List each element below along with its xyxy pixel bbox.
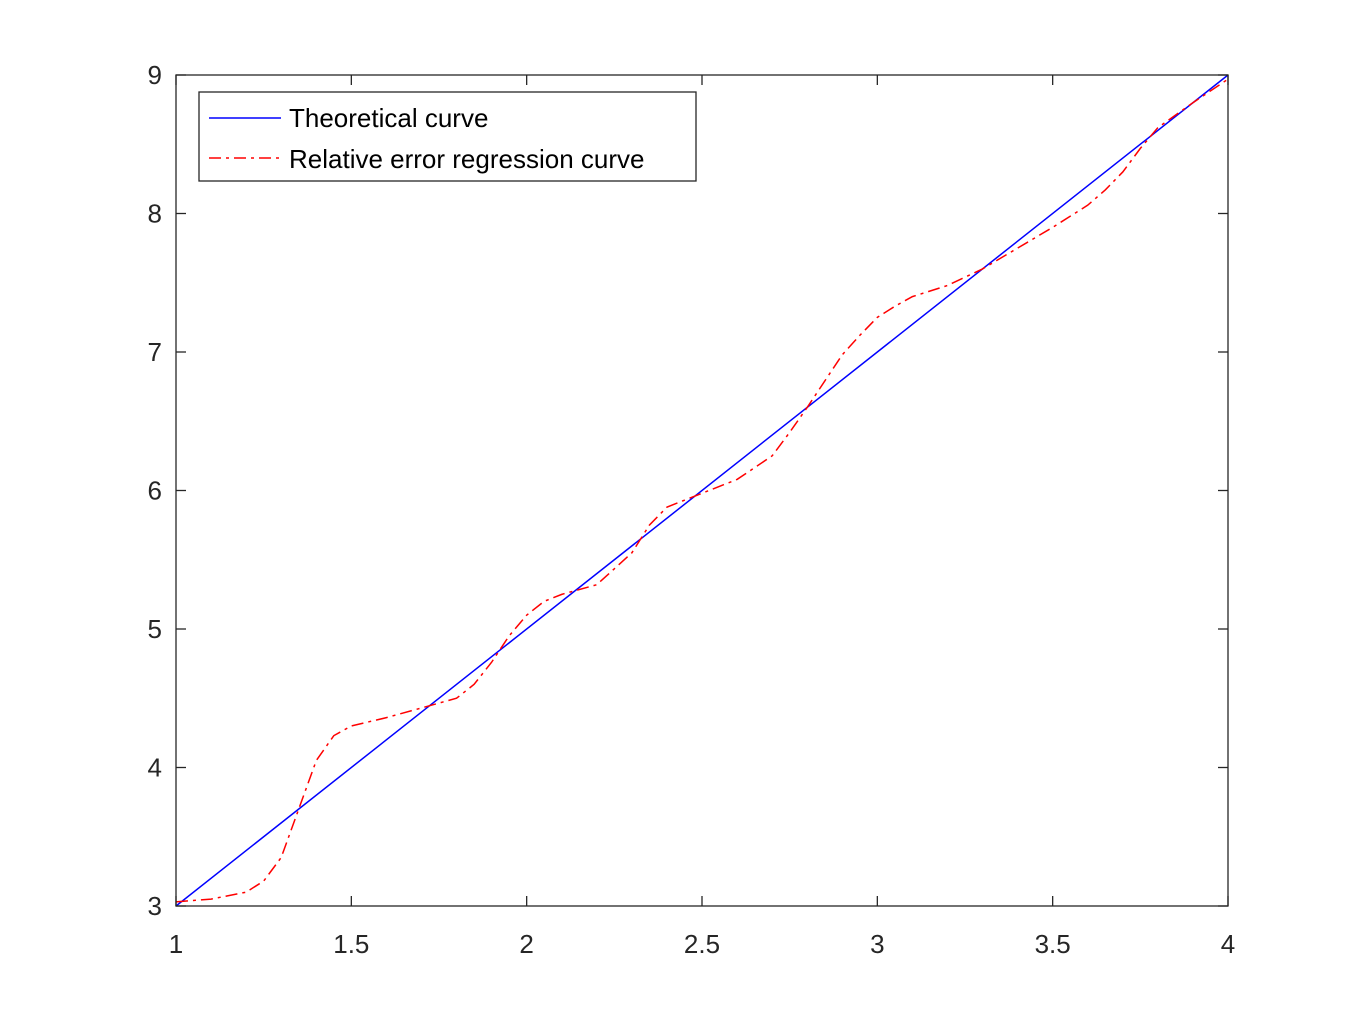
x-tick-label: 4: [1221, 929, 1235, 959]
x-tick-label: 2.5: [684, 929, 720, 959]
y-tick-label: 6: [148, 476, 162, 506]
legend: Theoretical curve Relative error regress…: [198, 91, 697, 182]
x-tick-label: 3: [870, 929, 884, 959]
series-line-1: [175, 78, 1229, 903]
x-tick-label: 1.5: [333, 929, 369, 959]
y-tick-label: 7: [148, 337, 162, 367]
legend-label-theoretical: Theoretical curve: [289, 103, 488, 133]
y-tick-label: 4: [148, 753, 162, 783]
series-line-0: [175, 74, 1229, 907]
y-tick-label: 5: [148, 614, 162, 644]
axes-box: [175, 74, 1229, 907]
legend-box: [198, 91, 697, 182]
x-tick-label: 2: [519, 929, 533, 959]
legend-label-regression: Relative error regression curve: [289, 144, 644, 174]
series-layer: [175, 74, 1229, 907]
y-tick-label: 8: [148, 199, 162, 229]
y-tick-labels: 3 4 5 6 7 8 9: [148, 60, 162, 921]
y-tick-label: 9: [148, 60, 162, 90]
y-tick-label: 3: [148, 891, 162, 921]
x-tick-labels: 1 1.5 2 2.5 3 3.5 4: [169, 929, 1235, 959]
x-tick-label: 1: [169, 929, 183, 959]
x-tick-label: 3.5: [1035, 929, 1071, 959]
